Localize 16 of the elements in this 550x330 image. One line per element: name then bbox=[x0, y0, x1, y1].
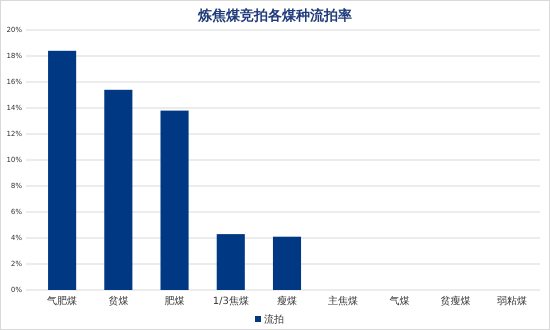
bar bbox=[48, 50, 76, 290]
x-tick-label: 1/3焦煤 bbox=[212, 295, 249, 307]
x-tick-label: 贫煤 bbox=[108, 295, 128, 307]
x-tick-label: 气煤 bbox=[389, 295, 410, 307]
chart-title: 炼焦煤竞拍各煤种流拍率 bbox=[197, 7, 352, 24]
x-tick-label: 弱粘煤 bbox=[496, 295, 527, 307]
x-tick-label: 肥煤 bbox=[164, 295, 185, 307]
x-tick-label: 贫瘦煤 bbox=[440, 295, 471, 307]
bar bbox=[272, 236, 302, 290]
bar bbox=[104, 90, 132, 290]
x-tick-label: 气肥煤 bbox=[47, 295, 78, 307]
x-tick-label: 瘦煤 bbox=[277, 295, 297, 307]
legend-label: 流拍 bbox=[264, 314, 284, 326]
bar bbox=[216, 234, 245, 290]
bar bbox=[160, 110, 189, 290]
x-tick-label: 主焦煤 bbox=[328, 295, 358, 307]
